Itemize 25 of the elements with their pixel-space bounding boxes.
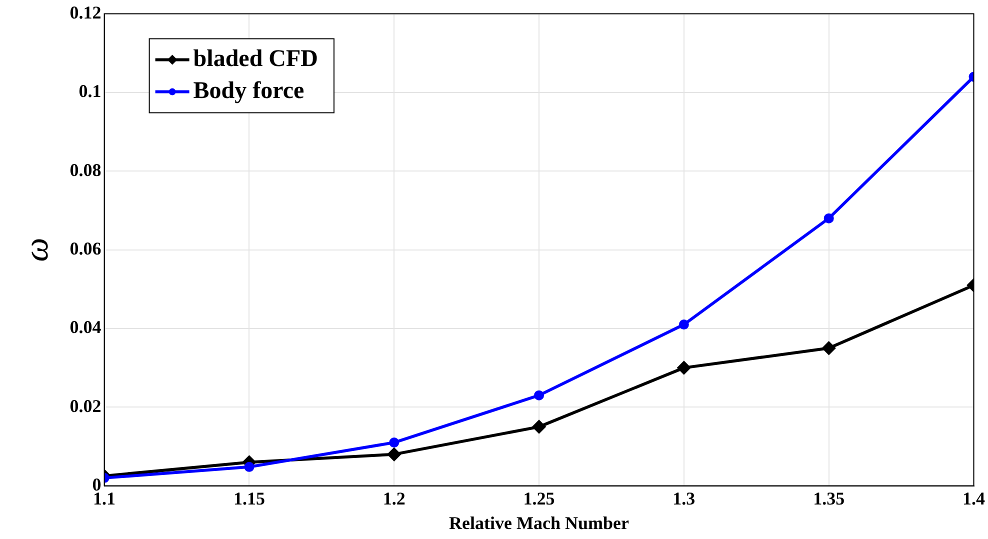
y-tick-label: 0.06 [70, 238, 102, 258]
point [824, 213, 834, 224]
point [388, 448, 401, 461]
x-tick-label: 1.15 [233, 488, 265, 508]
y-tick-label: 0.04 [70, 317, 102, 338]
x-tick-label: 1.25 [523, 488, 555, 508]
point [678, 320, 689, 330]
x-tick-label: 1.2 [382, 488, 406, 508]
y-axis-title: ω [18, 238, 56, 262]
point [534, 390, 544, 400]
y-tick-label: 0.12 [70, 2, 102, 22]
y-tick-label: 0.08 [70, 160, 102, 180]
legend-label: Body force [193, 78, 305, 104]
x-tick-label: 1.35 [813, 488, 845, 508]
x-axis-title: Relative Mach Number [449, 512, 630, 533]
y-tick-label: 0.1 [78, 81, 102, 102]
point [822, 342, 836, 355]
point [244, 462, 254, 472]
point [389, 438, 400, 448]
y-tick-label: 0.02 [70, 396, 102, 416]
point [677, 361, 690, 374]
point [532, 420, 546, 434]
x-tick-label: 1.4 [962, 488, 985, 508]
x-tick-label: 1.3 [672, 488, 696, 508]
legend-label: bladed CFD [193, 46, 318, 72]
